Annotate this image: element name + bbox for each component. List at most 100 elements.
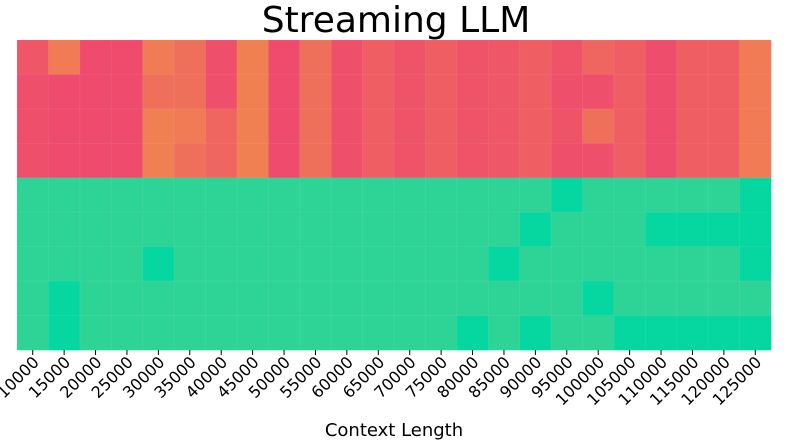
heatmap-cell (707, 177, 741, 214)
heatmap-cell (110, 73, 144, 110)
heatmap-cell (519, 315, 552, 351)
heatmap-cell (487, 211, 521, 248)
heatmap-cell (582, 108, 615, 145)
heatmap-cell (330, 108, 364, 145)
heatmap-cell (267, 39, 301, 76)
heatmap-cell (267, 108, 301, 145)
heatmap-cell (47, 211, 81, 248)
heatmap-cell (613, 39, 647, 76)
heatmap-cell (487, 73, 521, 110)
heatmap-cell (79, 211, 113, 248)
heatmap-cell (393, 246, 427, 282)
heatmap-cell (739, 73, 772, 110)
heatmap-cell (79, 142, 113, 179)
heatmap-cell (393, 280, 427, 317)
heatmap-cell (487, 108, 521, 145)
heatmap-cell (47, 280, 81, 317)
heatmap-cell (173, 246, 207, 282)
heatmap-cell (299, 211, 332, 248)
heatmap-cell (173, 177, 207, 214)
heatmap-cell (110, 211, 144, 248)
heatmap-cell (676, 39, 709, 76)
heatmap-cell (613, 315, 647, 351)
heatmap-cell (613, 246, 647, 282)
heatmap-cell (173, 211, 207, 248)
heatmap-cell (519, 177, 552, 214)
heatmap-cell (550, 142, 584, 179)
heatmap-cell (236, 315, 270, 351)
heatmap-cell (205, 177, 238, 214)
heatmap-cell (142, 73, 175, 110)
heatmap-cell (236, 280, 270, 317)
heatmap-cell (707, 73, 741, 110)
heatmap-cell (613, 280, 647, 317)
heatmap-cell (299, 39, 332, 76)
heatmap-cell (487, 142, 521, 179)
heatmap-cell (362, 73, 395, 110)
heatmap-cell (16, 246, 50, 282)
heatmap-cell (424, 177, 458, 214)
heatmap-cell (424, 315, 458, 351)
heatmap-cell (582, 39, 615, 76)
heatmap-cell (330, 315, 364, 351)
heatmap-cell (456, 73, 490, 110)
heatmap-cell (550, 211, 584, 248)
heatmap-cell (16, 211, 50, 248)
heatmap-cell (707, 246, 741, 282)
heatmap-cell (142, 246, 175, 282)
heatmap-cell (424, 108, 458, 145)
heatmap-cell (16, 108, 50, 145)
heatmap-cell (16, 142, 50, 179)
heatmap-cell (582, 142, 615, 179)
heatmap-cell (487, 39, 521, 76)
heatmap-cell (173, 142, 207, 179)
heatmap-cell (519, 108, 552, 145)
heatmap-cell (110, 142, 144, 179)
heatmap-cell (519, 39, 552, 76)
heatmap-cell (519, 246, 552, 282)
heatmap-cell (676, 246, 709, 282)
heatmap-cell (676, 142, 709, 179)
heatmap-cell (739, 246, 772, 282)
heatmap-cell (47, 108, 81, 145)
heatmap-cell (393, 142, 427, 179)
heatmap-cell (16, 39, 50, 76)
heatmap-cell (110, 177, 144, 214)
heatmap-cell (644, 177, 678, 214)
heatmap-cell (519, 73, 552, 110)
heatmap-cell (424, 142, 458, 179)
heatmap-cell (142, 280, 175, 317)
x-axis-label: Context Length (325, 420, 463, 441)
heatmap-cell (47, 73, 81, 110)
heatmap-cell (205, 246, 238, 282)
heatmap-cell (550, 177, 584, 214)
heatmap-cell (110, 246, 144, 282)
heatmap-cell (142, 142, 175, 179)
heatmap-cell (110, 108, 144, 145)
heatmap-cell (330, 177, 364, 214)
heatmap-cell (550, 315, 584, 351)
heatmap-cell (676, 73, 709, 110)
heatmap-cell (330, 73, 364, 110)
heatmap-cell (205, 73, 238, 110)
heatmap-cell (487, 246, 521, 282)
heatmap-cell (236, 246, 270, 282)
heatmap-cell (299, 108, 332, 145)
heatmap-cell (299, 315, 332, 351)
heatmap-cell (299, 246, 332, 282)
heatmap-cell (362, 280, 395, 317)
heatmap-cell (47, 177, 81, 214)
heatmap-cell (707, 142, 741, 179)
heatmap-cell (173, 108, 207, 145)
heatmap-cell (456, 211, 490, 248)
heatmap-cell (644, 246, 678, 282)
heatmap-cell (47, 142, 81, 179)
heatmap-cell (47, 39, 81, 76)
heatmap-cell (393, 73, 427, 110)
heatmap-cell (299, 280, 332, 317)
heatmap-cell (739, 177, 772, 214)
heatmap-cell (582, 246, 615, 282)
heatmap-cell (487, 280, 521, 317)
heatmap-cell (173, 73, 207, 110)
